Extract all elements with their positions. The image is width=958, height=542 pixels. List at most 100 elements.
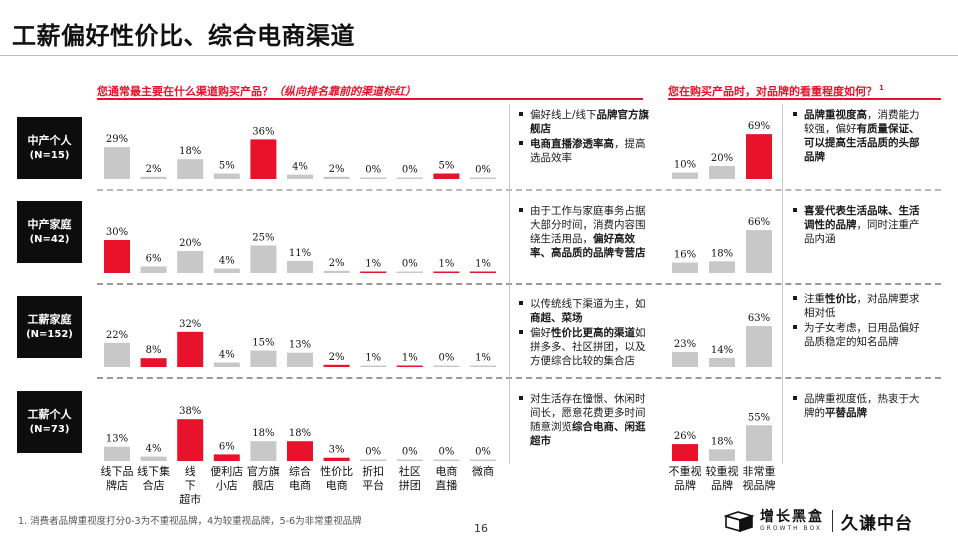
channel-value-label: 0% [475,165,491,176]
channel-bar [396,177,423,179]
channel-bar [104,342,130,367]
channel-bar [213,362,240,367]
brand-value-label: 55% [748,412,770,423]
brand-tick-label: 不重视 品牌 [666,465,704,493]
logo-divider [832,510,833,532]
brand-comment-3: 品牌重视度低，热衷于大牌的平替品牌 [791,392,926,421]
channel-value-label: 0% [365,165,381,176]
comment-text: 品牌重视度低，热衷于大牌的 [804,393,920,419]
channel-tick-label-line: 平台 [362,479,385,492]
brand-tick-label: 非常重 视品牌 [740,465,778,493]
channel-bar [104,240,130,273]
channel-tick-label-line: 性价比 [320,465,354,478]
channel-tick-label-line: 超市 [179,493,202,506]
comment-bullet: 为子女考虑，日用品偏好品质稳定的知名品牌 [793,321,926,349]
channel-bar [433,173,460,179]
comment-emphasis: 品牌官方旗舰店 [530,109,650,135]
comment-bullet: 偏好性价比更高的渠道如拼多多、社区拼团，以及方便综合比较的集合店 [519,326,655,368]
comment-emphasis: 综合电商、闲逛超市 [530,421,646,447]
channel-value-label: 1% [365,353,381,364]
channel-bar [323,457,350,461]
channel-tick-label-line: 下 [184,479,196,492]
growth-box-logo-icon [724,511,754,532]
comment-text: 如拼多多、社区拼团，以及方便综合比较的集合店 [530,327,646,367]
comment-emphasis: 有质量保证、可以提高生活品质的头部品牌 [804,123,920,163]
brand-tick-label-line: 不重视 [668,465,702,478]
channel-value-label: 5% [219,161,235,172]
channel-bar [323,270,350,273]
left-question-note: （纵向排名靠前的渠道标红） [273,85,416,98]
channel-value-label: 36% [252,126,274,137]
segment-comment-0: 偏好线上/线下品牌官方旗舰店 电商直播渗透率高，提高选品效率 [517,108,655,166]
brand-bar [709,261,735,273]
growth-box-logo-text: 增长黑盒 GROWTH BOX [760,510,824,532]
title-divider [0,55,958,56]
channel-bar [250,139,277,179]
segment-label-2: 工薪家庭 (N=152) [17,296,82,358]
comment-bullet: 偏好线上/线下品牌官方旗舰店 [519,108,655,136]
channel-tick-label: 电商 直播 [426,465,466,493]
channel-value-label: 0% [365,447,381,458]
channel-bar [396,459,423,461]
comment-text: 以传统线下渠道为主，如 [530,298,646,310]
channel-value-label: 4% [219,256,235,267]
channel-bar [360,365,387,367]
right-question: 您在购买产品时，对品牌的看重程度如何？ 1 [668,83,884,99]
channel-tick-label-line: 微商 [472,465,494,478]
channel-tick-label: 线下集 合店 [134,465,174,493]
comment-text: 注重 [804,293,825,305]
channel-value-label: 2% [329,352,345,363]
channel-tick-label-line: 小店 [215,479,238,492]
comment-text: ，消费能力较强，偏好 [804,109,920,135]
brand-value-label: 18% [711,436,733,447]
left-question-rule [97,98,643,100]
channel-bar [433,365,460,367]
brand-bar [672,172,698,179]
comment-column-divider [782,104,783,464]
channel-value-label: 2% [329,258,345,269]
channel-bar [213,268,240,273]
channel-tick-label-line: 线下集 [137,465,171,478]
row-separator [97,283,941,285]
channel-value-label: 18% [252,428,274,439]
channel-value-label: 18% [289,428,311,439]
comment-bullet: 品牌重视度低，热衷于大牌的平替品牌 [793,392,926,420]
channel-value-label: 0% [402,165,418,176]
channel-bar [433,459,460,461]
channel-tick-label: 折扣 平台 [353,465,393,493]
channel-value-label: 20% [179,238,201,249]
channel-tick-label: 线下超市 [170,465,210,507]
comment-text: ，对品牌要求相对低 [804,293,920,319]
channel-tick-label-line: 线下品 [100,465,134,478]
channel-tick-label-line: 拼团 [398,479,421,492]
brand-bar [746,230,772,273]
brand-tick-label-line: 较重视 [705,465,739,478]
comment-text: ，同时注重产品内涵 [804,219,920,245]
brand-tick-label-line: 非常重 [742,465,776,478]
right-question-main: 您在购买产品时，对品牌的看重程度如何？ [668,85,877,98]
brand-bar [672,262,698,273]
brand-value-label: 26% [674,431,696,442]
comment-emphasis: 品牌重视度高 [804,109,867,121]
channel-value-label: 8% [146,345,162,356]
segment-label-0: 中产个人 (N=15) [17,117,82,179]
growth-box-en: GROWTH BOX [760,525,823,532]
channel-bar [360,459,387,461]
channel-bar [250,441,277,461]
comment-bullet: 以传统线下渠道为主，如商超、菜场 [519,297,655,325]
channel-bar [140,266,167,273]
comment-bullet: 注重性价比，对品牌要求相对低 [793,292,926,320]
brand-bar [746,425,772,461]
channel-bar [470,365,496,367]
channel-value-label: 18% [179,146,201,157]
channel-value-label: 1% [475,353,491,364]
channel-value-label: 0% [402,259,418,270]
brand-comment-2: 注重性价比，对品牌要求相对低 为子女考虑，日用品偏好品质稳定的知名品牌 [791,292,926,350]
partner-logo-text: 久谦中台 [841,513,913,534]
channel-value-label: 0% [475,447,491,458]
channel-tick-label-line: 官方旗 [246,465,280,478]
channel-value-label: 13% [289,340,311,351]
channel-bar [470,177,496,179]
channel-bar [140,176,167,179]
